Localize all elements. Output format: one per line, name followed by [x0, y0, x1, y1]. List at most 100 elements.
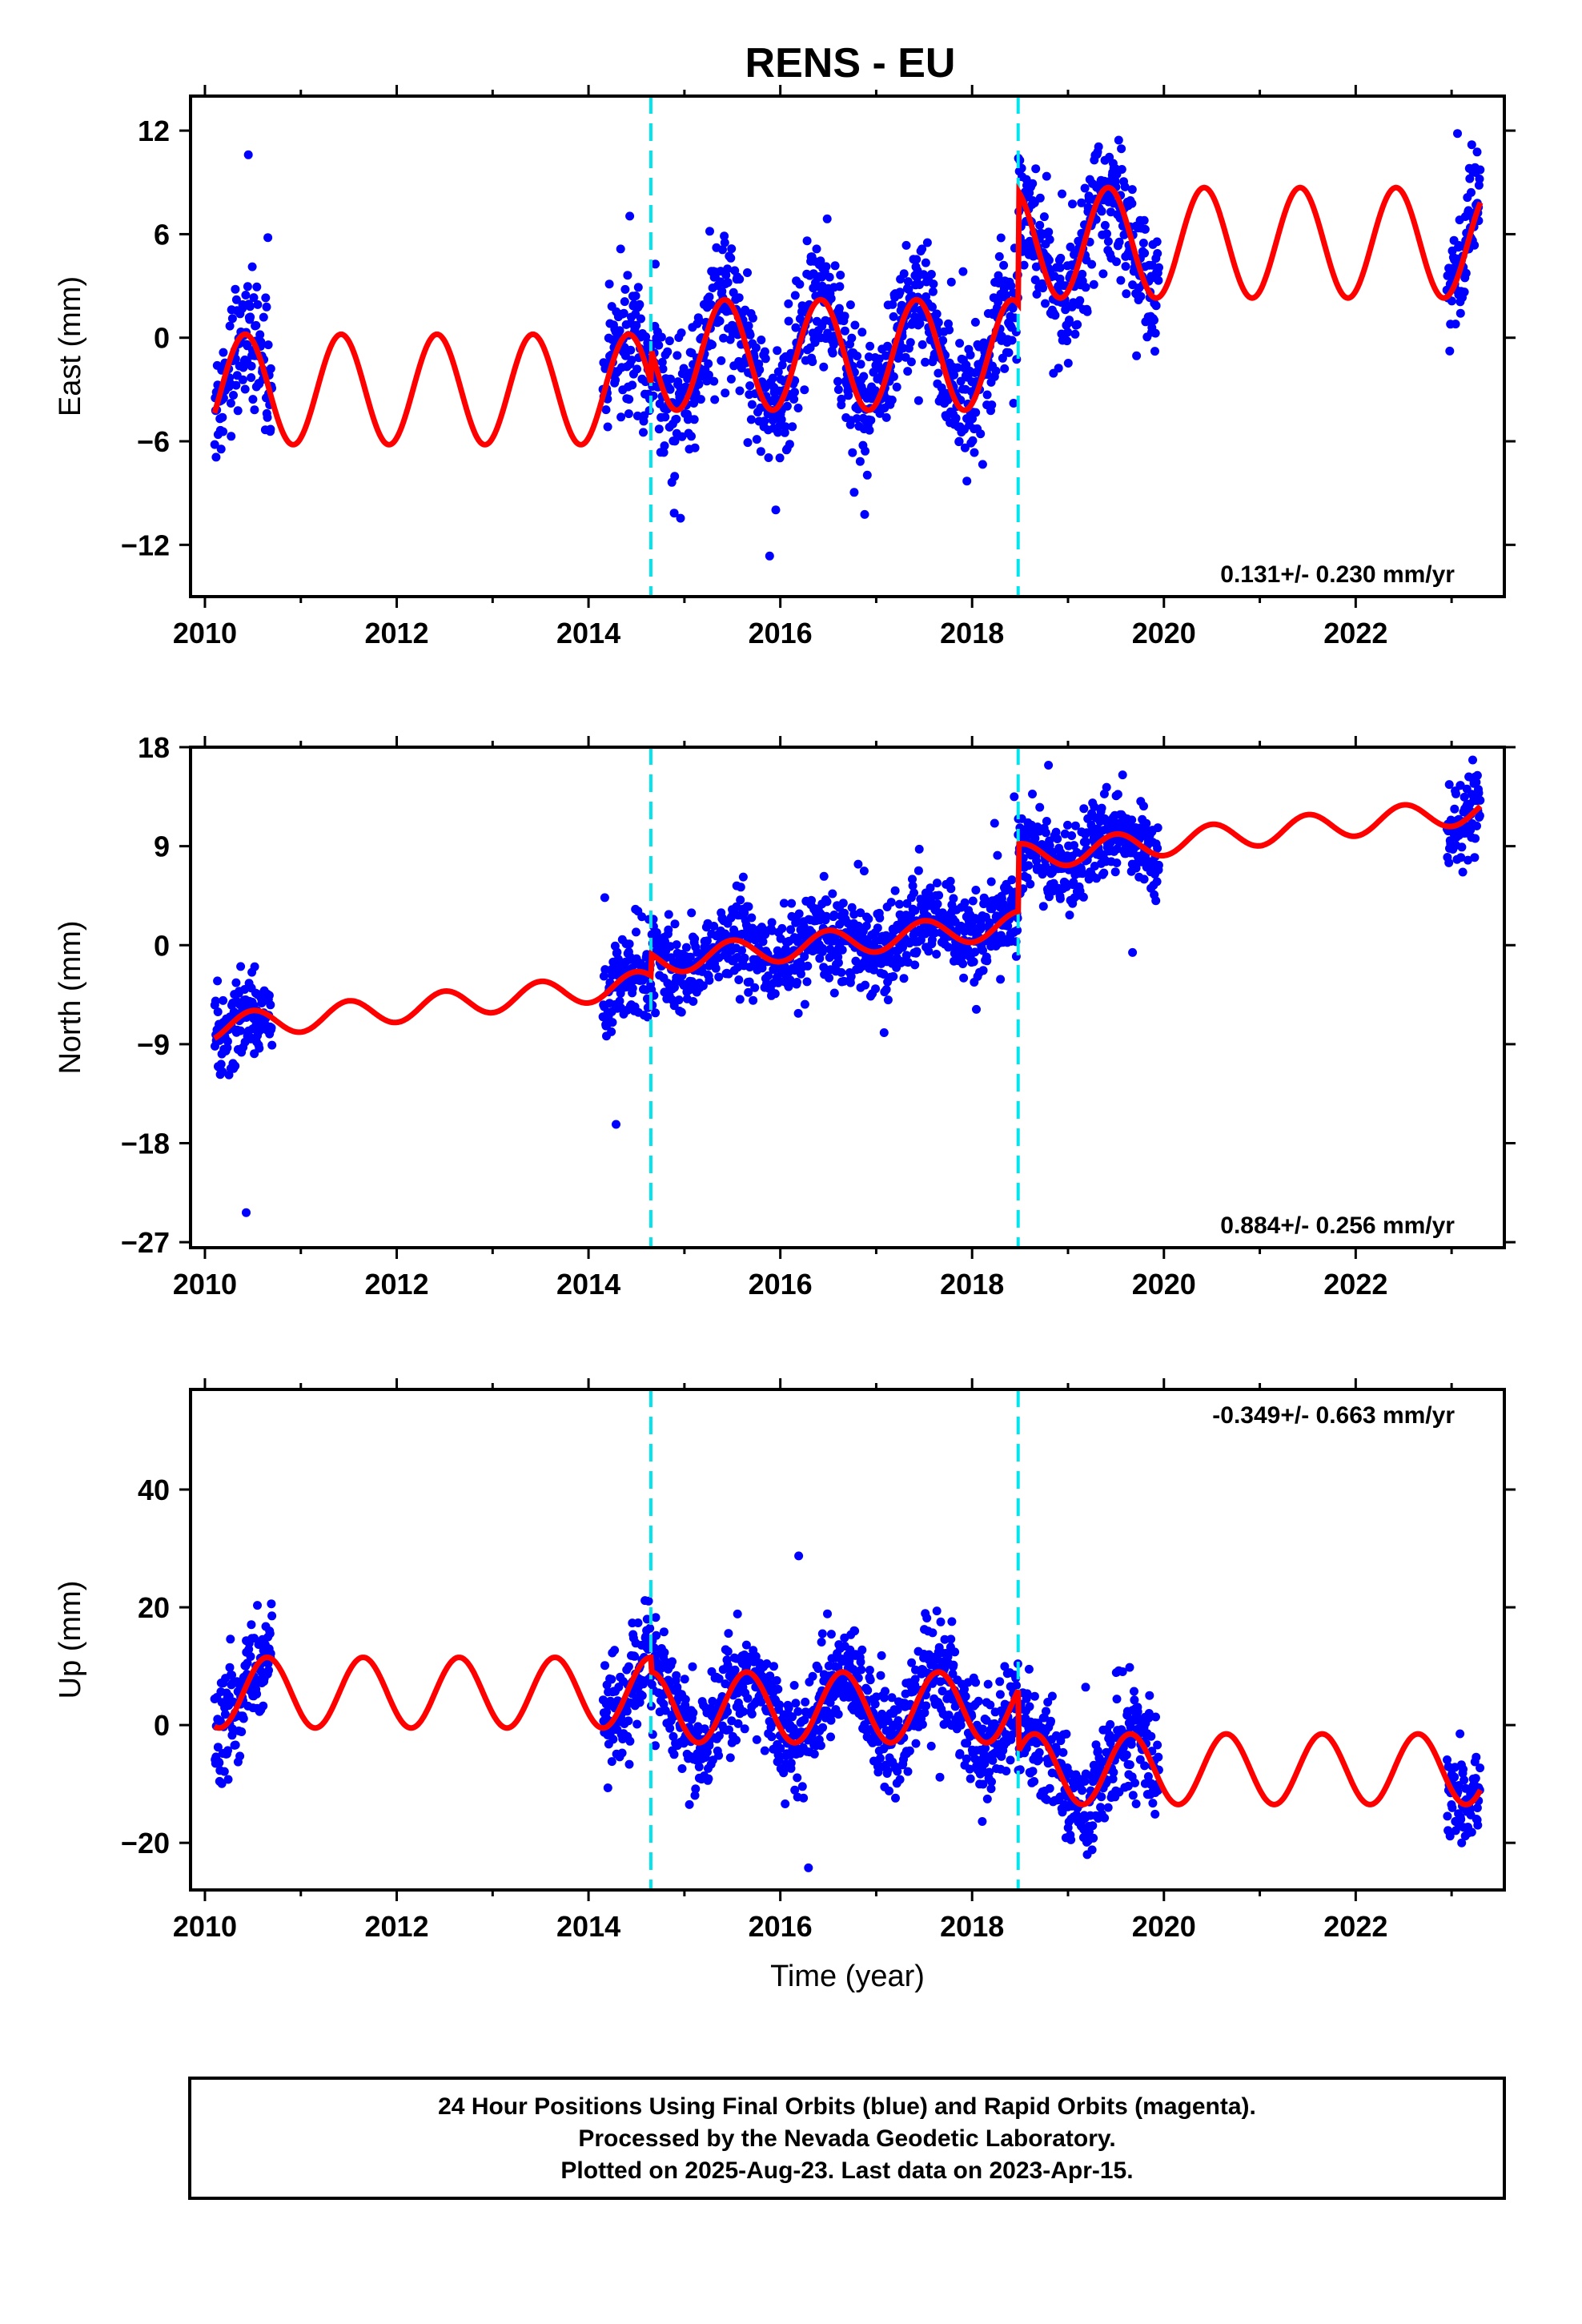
data-point — [723, 1707, 733, 1716]
data-point — [793, 404, 803, 412]
plot-area — [210, 96, 1485, 597]
y-tick-label: 0 — [154, 322, 170, 355]
data-point — [836, 271, 845, 279]
data-point — [624, 409, 633, 419]
data-point — [247, 262, 257, 271]
data-point — [922, 238, 932, 247]
data-point — [926, 1741, 936, 1751]
x-tick-label: 2010 — [173, 617, 237, 649]
data-point — [986, 1784, 996, 1794]
data-point — [856, 908, 865, 918]
data-point — [940, 1634, 950, 1644]
data-point — [739, 1707, 748, 1716]
data-point — [819, 362, 829, 372]
data-point — [735, 386, 745, 396]
data-point — [802, 977, 812, 987]
data-point — [217, 1779, 227, 1788]
data-point — [215, 1758, 224, 1767]
data-point — [885, 1786, 893, 1795]
data-point — [926, 270, 936, 279]
data-point — [978, 1817, 987, 1826]
data-point — [789, 395, 799, 404]
model-line — [213, 802, 1483, 1041]
data-point — [1450, 1772, 1460, 1782]
north-panel: 2010 2012 2014 2016 2018 2020 20221890−9−18−27… — [54, 731, 1516, 1301]
data-point — [1443, 1755, 1452, 1764]
data-point — [717, 287, 727, 296]
data-point — [670, 472, 680, 481]
data-point — [688, 1662, 697, 1671]
data-point — [599, 971, 608, 981]
data-point — [1055, 894, 1065, 903]
data-point — [612, 1120, 620, 1129]
data-point — [253, 1601, 262, 1610]
data-point — [687, 908, 697, 918]
data-point — [829, 988, 839, 998]
data-point — [743, 1694, 753, 1703]
data-point — [1093, 1746, 1102, 1755]
data-point — [685, 959, 694, 969]
data-point — [837, 967, 846, 977]
data-point — [223, 1043, 232, 1052]
data-point — [911, 1739, 921, 1748]
data-point — [996, 233, 1006, 243]
data-point — [936, 1617, 946, 1626]
data-point — [1474, 788, 1484, 798]
data-point — [1147, 260, 1157, 270]
data-point — [734, 975, 744, 984]
data-point — [719, 333, 729, 343]
data-point — [211, 996, 220, 1006]
data-point — [632, 364, 642, 374]
data-point — [1024, 861, 1034, 870]
data-point — [873, 923, 882, 933]
data-point — [928, 287, 938, 296]
data-point — [765, 551, 774, 561]
data-point — [799, 1793, 809, 1803]
data-point — [934, 891, 944, 900]
data-point — [999, 284, 1009, 293]
data-point — [790, 388, 799, 397]
data-point — [665, 1723, 675, 1733]
data-point — [745, 381, 755, 391]
data-point — [666, 374, 675, 384]
data-point — [1060, 829, 1070, 838]
data-point — [1465, 174, 1475, 183]
data-point — [903, 367, 913, 376]
data-point — [752, 435, 761, 444]
data-point — [850, 320, 860, 330]
data-point — [933, 879, 942, 888]
data-point — [231, 295, 241, 304]
data-point — [899, 269, 909, 279]
data-point — [1000, 364, 1010, 373]
data-point — [267, 1611, 277, 1621]
data-point — [944, 1711, 954, 1720]
data-point — [1062, 336, 1072, 346]
data-point — [789, 1681, 799, 1690]
data-point — [1028, 179, 1038, 188]
data-point — [889, 372, 898, 381]
data-point — [1470, 853, 1480, 862]
data-point — [1041, 828, 1050, 838]
data-point — [954, 436, 964, 446]
x-tick-label: 2018 — [940, 1910, 1004, 1943]
data-point — [1099, 868, 1109, 878]
data-point — [702, 936, 712, 946]
data-point — [738, 872, 748, 882]
model-line — [211, 183, 1484, 448]
data-point — [782, 401, 792, 411]
data-point — [632, 927, 640, 937]
data-point — [928, 302, 937, 312]
data-point — [231, 284, 240, 294]
data-point — [259, 1701, 268, 1711]
data-point — [791, 323, 801, 332]
data-point — [1066, 1835, 1076, 1844]
data-point — [677, 1764, 687, 1773]
data-point — [982, 390, 992, 400]
data-point — [1452, 789, 1460, 798]
data-point — [1153, 823, 1162, 833]
data-point — [1041, 299, 1050, 308]
data-point — [945, 325, 954, 335]
data-point — [1042, 1707, 1050, 1716]
data-point — [1443, 1811, 1452, 1821]
data-point — [235, 1026, 245, 1035]
